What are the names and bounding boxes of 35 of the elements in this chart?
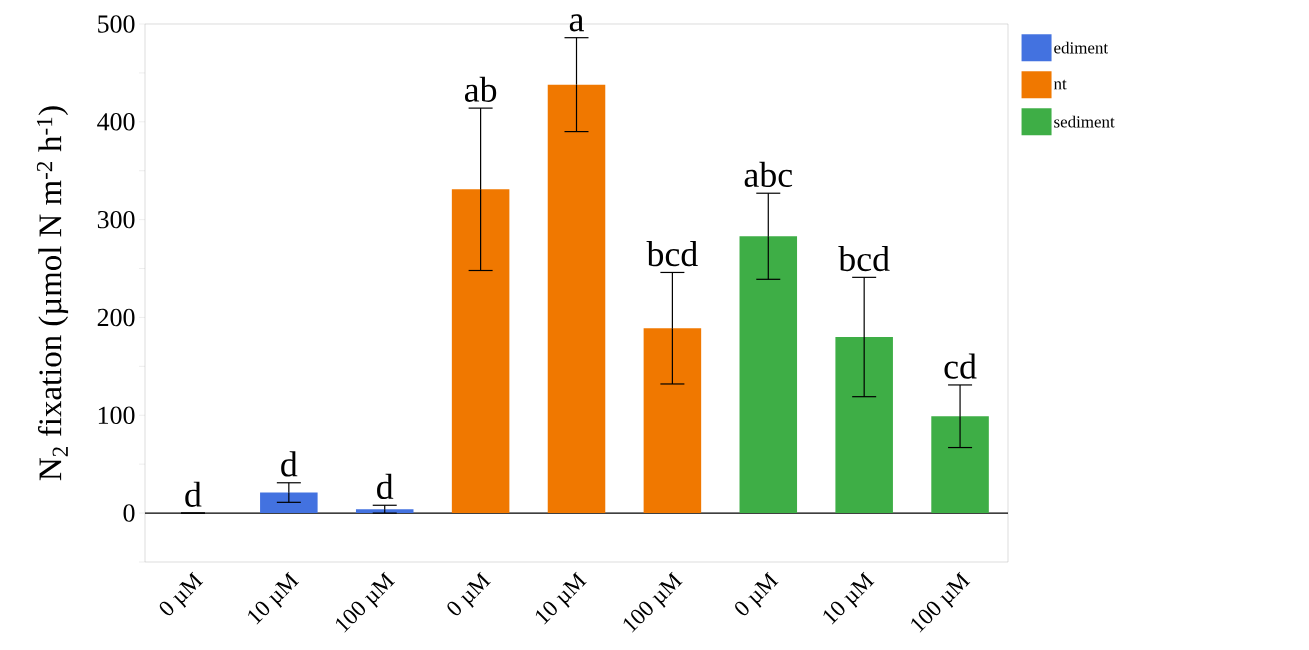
x-tick-label: 0 µM — [159, 571, 204, 616]
x-tick-label: 100 µM — [911, 571, 971, 633]
annotation: d — [377, 473, 394, 500]
annotation: abc — [744, 161, 793, 188]
annotation: ab — [464, 76, 497, 102]
legend-label: ediment — [1054, 41, 1109, 54]
x-tick-label: 10 µM — [823, 571, 875, 625]
bar — [260, 492, 318, 514]
bar — [931, 416, 989, 514]
annotation: bcd — [838, 245, 890, 272]
x-tick-label: 0 µM — [735, 571, 779, 616]
y-tick-label: 200 — [97, 308, 135, 327]
x-tick-label: 10 µM — [248, 571, 300, 625]
annotation: d — [281, 451, 298, 477]
bar — [547, 84, 606, 514]
annotation: a — [569, 14, 584, 32]
legend-label: sediment — [1054, 115, 1115, 128]
y-axis-title: N$_{2}$ fixation (µmol N m$^{-2}$ h$^{-1}$) — [36, 106, 69, 481]
bar — [451, 189, 510, 514]
x-tick-label: 100 µM — [335, 571, 396, 633]
legend-label: nt — [1053, 79, 1067, 90]
annotation: d — [185, 481, 202, 507]
bar — [643, 328, 702, 514]
y-tick-label: 100 — [98, 406, 135, 425]
x-tick-label: 10 µM — [535, 571, 587, 625]
annotation: cd — [944, 353, 977, 379]
annotation: bcd — [646, 241, 698, 267]
x-tick-label: 0 µM — [447, 571, 491, 616]
bar — [835, 337, 893, 514]
bar — [739, 236, 798, 514]
y-tick-label: 500 — [98, 15, 135, 33]
y-tick-label: 300 — [97, 210, 135, 229]
y-tick-label: 0 — [123, 504, 135, 522]
x-tick-label: 100 µM — [623, 571, 683, 633]
y-tick-label: 400 — [97, 113, 135, 131]
